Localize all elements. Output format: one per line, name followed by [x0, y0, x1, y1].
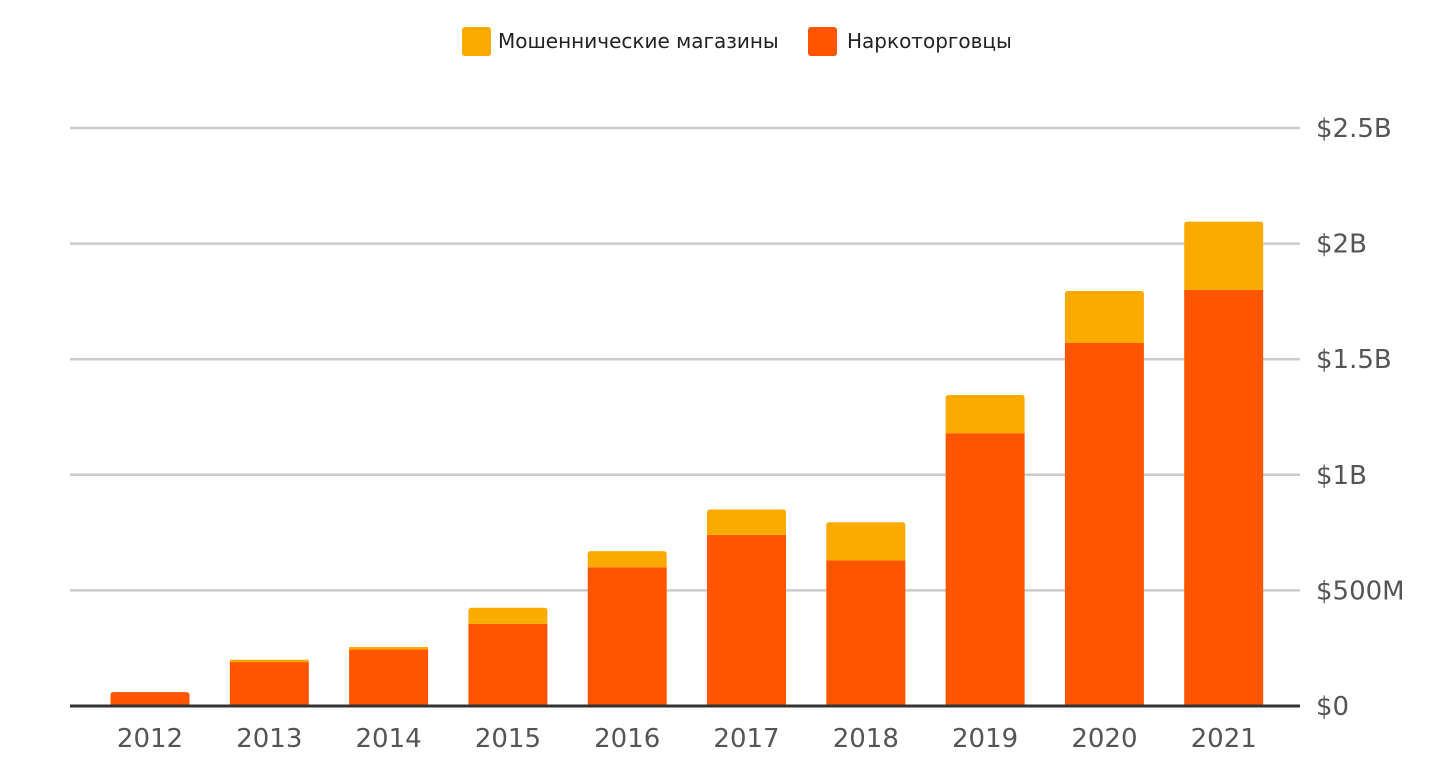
x-tick-label-2017: 2017: [713, 724, 779, 754]
bar-group-2021: [1184, 221, 1264, 706]
y-tick-label-2: $1B: [1316, 461, 1367, 491]
bar-2015-series-0: [468, 623, 548, 706]
bar-2017-series-0: [707, 534, 786, 706]
y-tick-label-3: $1.5B: [1316, 345, 1392, 375]
bar-2021-series-0: [1184, 289, 1264, 706]
bar-2013-series-1: [229, 659, 309, 663]
x-tick-label-2012: 2012: [117, 724, 183, 754]
bar-2020-series-1: [1064, 290, 1144, 344]
bar-2013-series-0: [229, 662, 309, 706]
legend-item-0: Мошеннические магазины: [462, 27, 779, 56]
bar-group-2017: [707, 509, 786, 706]
y-tick-label-1: $500M: [1316, 576, 1405, 606]
legend-label-1: Наркоторговцы: [847, 29, 1012, 53]
bar-group-2016: [587, 551, 667, 706]
bar-2012-series-0: [110, 692, 190, 706]
x-tick-label-2019: 2019: [952, 724, 1018, 754]
bar-group-2013: [229, 659, 309, 706]
bar-2018-series-0: [826, 560, 906, 706]
bar-group-2020: [1064, 290, 1144, 706]
bar-2016-series-0: [587, 567, 667, 706]
y-tick-label-0: $0: [1316, 692, 1349, 722]
legend-label-0: Мошеннические магазины: [498, 29, 779, 53]
x-tick-label-2021: 2021: [1191, 724, 1257, 754]
y-tick-labels: $0 $500M $1B $1.5B $2B $2.5B: [1316, 114, 1405, 722]
bar-2019-series-0: [945, 433, 1025, 706]
y-tick-label-5: $2.5B: [1316, 114, 1392, 144]
x-tick-label-2015: 2015: [475, 724, 541, 754]
bar-group-2014: [349, 647, 429, 706]
bar-group-2019: [945, 395, 1025, 706]
bar-group-2018: [826, 522, 906, 706]
x-tick-label-2013: 2013: [236, 724, 302, 754]
chart-legend: Мошеннические магазины Наркоторговцы: [462, 27, 1012, 56]
bar-2015-series-1: [468, 607, 548, 624]
y-tick-label-4: $2B: [1316, 230, 1367, 260]
bar-2021-series-1: [1184, 221, 1264, 290]
legend-swatch-0: [462, 27, 491, 56]
x-tick-label-2016: 2016: [594, 724, 660, 754]
bar-2020-series-0: [1064, 343, 1144, 706]
bar-2016-series-1: [587, 551, 667, 568]
legend-swatch-1: [808, 27, 837, 56]
bar-series: [110, 221, 1264, 706]
x-tick-label-2014: 2014: [356, 724, 422, 754]
bar-group-2012: [110, 692, 190, 706]
x-tick-label-2020: 2020: [1071, 724, 1137, 754]
bar-2014-series-1: [349, 647, 429, 650]
x-tick-labels: 2012 2013 2014 2015 2016 2017 2018 2019 2020 2021: [117, 724, 1257, 754]
bar-group-2015: [468, 607, 548, 706]
bar-2017-series-1: [707, 509, 786, 535]
bar-2019-series-1: [945, 395, 1025, 434]
bar-2018-series-1: [826, 522, 906, 561]
bar-2014-series-0: [349, 649, 429, 706]
legend-item-1: Наркоторговцы: [808, 27, 1012, 56]
x-tick-label-2018: 2018: [833, 724, 899, 754]
